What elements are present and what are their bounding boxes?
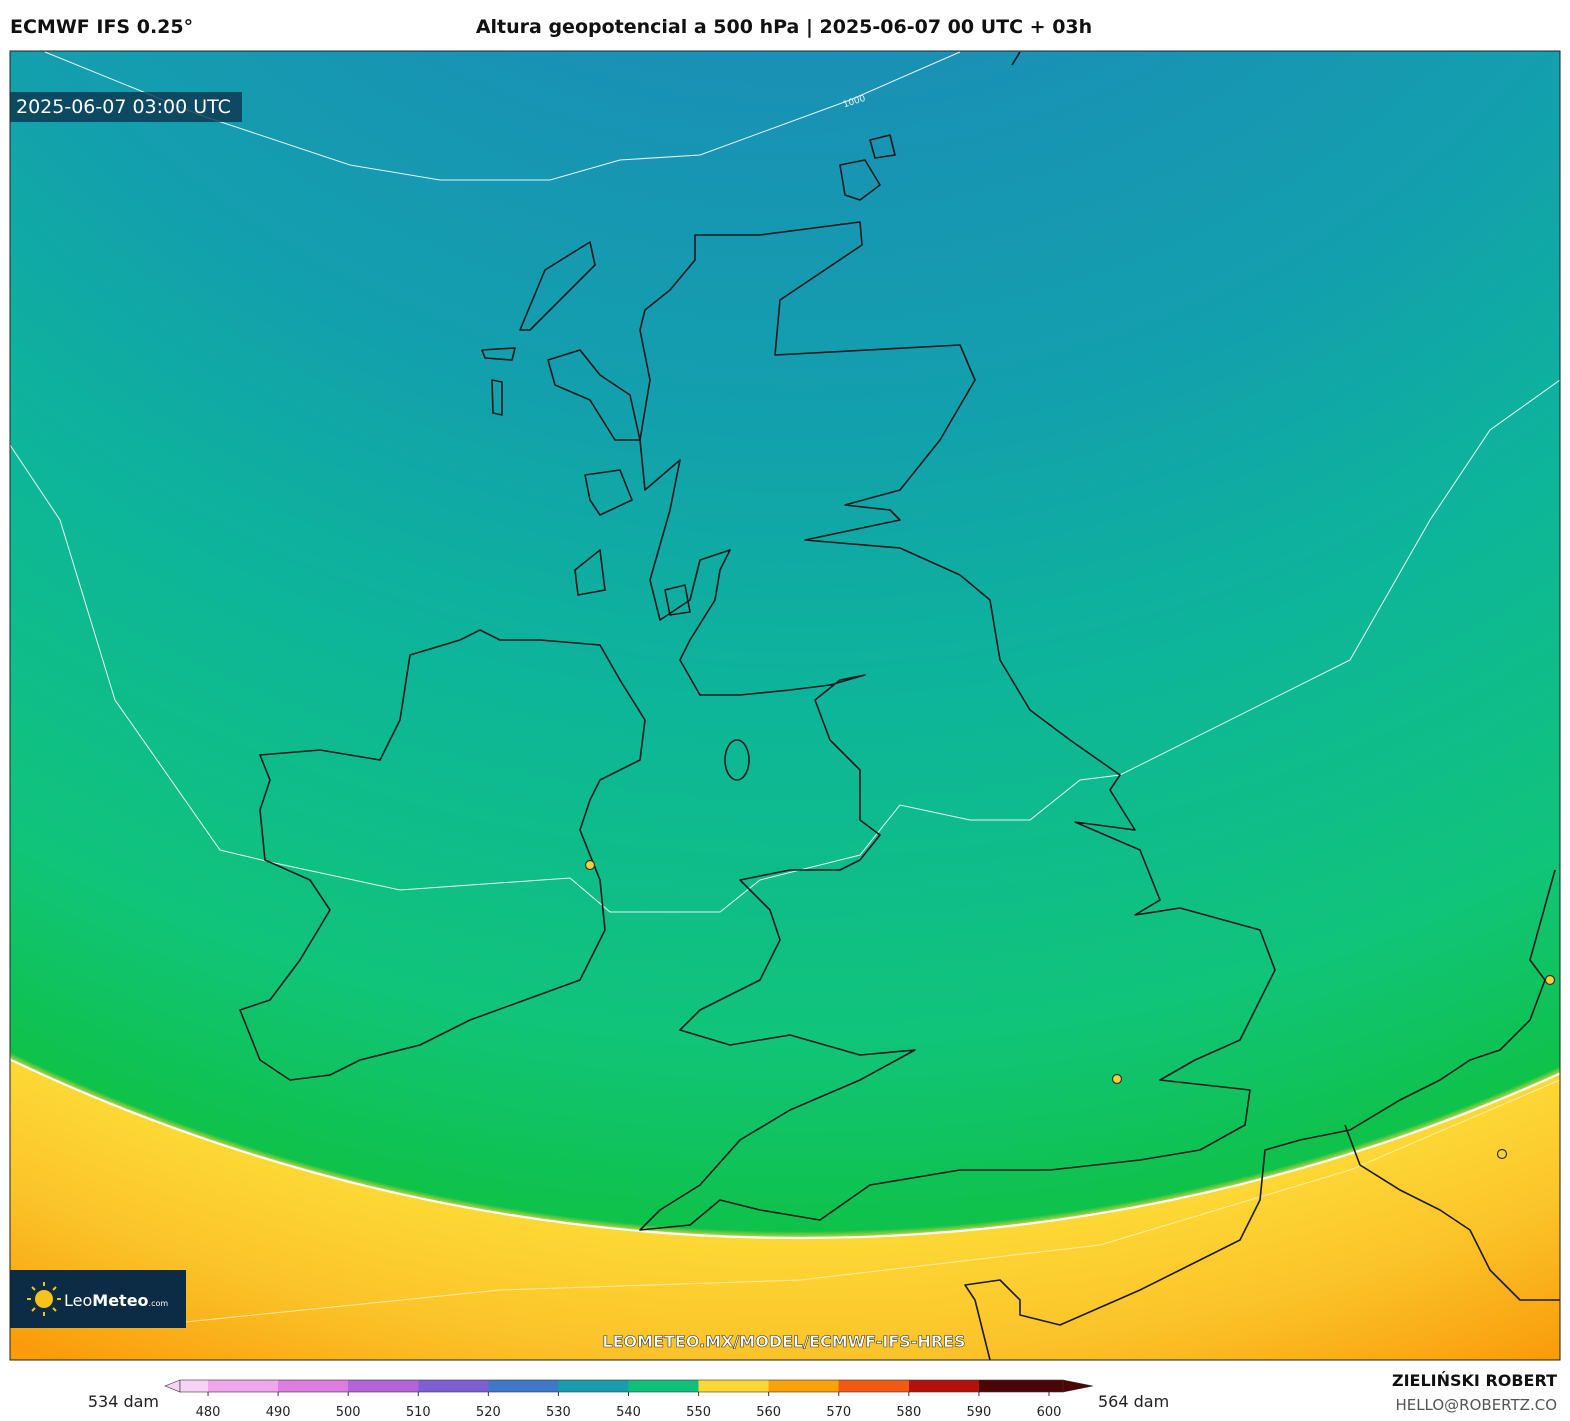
colorbar-tick-label: 520: [476, 1405, 501, 1420]
colorbar-tick-label: 600: [1037, 1405, 1062, 1420]
colorbar-tick-label: 580: [896, 1405, 921, 1420]
logo-part: Leo: [64, 1291, 92, 1310]
colorbar-tick-label: 570: [826, 1405, 851, 1420]
colorbar-max-label: 564 dam: [1098, 1392, 1169, 1411]
colorbar-min-label: 534 dam: [88, 1392, 159, 1411]
colorbar-tick-label: 490: [266, 1405, 291, 1420]
colorbar-tick-label: 510: [406, 1405, 431, 1420]
colorbar-tick-label: 560: [756, 1405, 781, 1420]
colorbar-body: [179, 1379, 1064, 1393]
colorbar-tick-label: 590: [966, 1405, 991, 1420]
colorbar-tick-label: 480: [196, 1405, 221, 1420]
colorbar-tick-label: 500: [336, 1405, 361, 1420]
model-label: ECMWF IFS 0.25°: [10, 16, 193, 38]
colorbar-max-arrow: [1062, 1379, 1094, 1393]
contour: [44, 51, 961, 181]
map: 1000 2025-06-07 03:00 UTC LeoMeteo.com L…: [0, 0, 1570, 1360]
colorbar: 534 dam 564 dam 480 490 500 510 520 530 540 550…: [88, 1379, 1169, 1420]
colorbar-tick-label: 550: [686, 1405, 711, 1420]
colorbar-min-arrow: [164, 1379, 181, 1393]
source-url: LEOMETEO.MX/MODEL/ECMWF-IFS-HRES: [602, 1332, 965, 1351]
contour: [10, 379, 1560, 913]
email: HELLO@ROBERTZ.CO: [1395, 1396, 1557, 1414]
contour: [184, 1079, 1560, 1323]
coastline: [239, 51, 1560, 1360]
map-frame: [9, 50, 1561, 1361]
valid-time: 2025-06-07 03:00 UTC: [16, 96, 231, 118]
title: Altura geopotencial a 500 hPa | 2025-06-…: [476, 16, 1092, 38]
time-box: [10, 92, 242, 122]
colorbar-tick-label: 540: [616, 1405, 641, 1420]
logo-suffix: .com: [149, 1299, 169, 1308]
contour: [0, 0, 1570, 1238]
logo-part: Meteo: [92, 1291, 148, 1310]
colorbar-tick-label: 530: [546, 1405, 571, 1420]
field: [10, 51, 1560, 1360]
author: ZIELIŃSKI ROBERT: [1392, 1371, 1557, 1390]
cities: [584, 859, 1556, 1160]
logo-sun: [27, 1282, 61, 1316]
logo-text: LeoMeteo.com: [64, 1291, 168, 1310]
